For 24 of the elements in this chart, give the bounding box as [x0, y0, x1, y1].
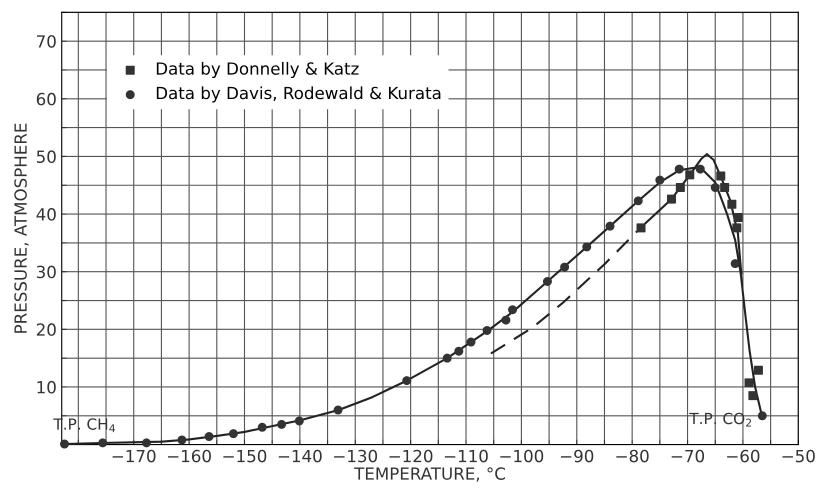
y-tick-label: 50 — [36, 150, 56, 163]
x-tick-label: −110 — [444, 450, 488, 462]
x-tick-label: −70 — [672, 450, 704, 462]
y-tick-label: 30 — [36, 266, 56, 278]
x-tick-label: −170 — [112, 450, 156, 462]
legend-label: Data by Davis, Rodewald & Kurata — [156, 86, 440, 103]
x-tick-label: −90 — [560, 450, 594, 462]
x-tick-label: −80 — [616, 450, 649, 462]
y-tick-label: 70 — [37, 35, 56, 48]
x-tick-label: −120 — [390, 450, 432, 462]
x-axis-title: TEMPERATURE, °C — [354, 467, 505, 482]
x-tick-label: −160 — [168, 450, 211, 462]
y-tick-label: 60 — [36, 92, 56, 106]
x-tick-label: −50 — [782, 450, 815, 462]
x-tick-label: −130 — [334, 450, 378, 462]
y-tick-label: 10 — [37, 380, 56, 394]
y-axis-title: PRESSURE, ATMOSPHERE — [14, 124, 29, 333]
y-tick-label: 20 — [36, 323, 56, 336]
x-tick-label: −100 — [500, 450, 544, 462]
x-tick-label: −150 — [223, 450, 266, 462]
y-tick-label: 40 — [36, 208, 56, 221]
x-tick-label: −140 — [278, 450, 322, 462]
legend-label: Data by Donnelly & Katz — [156, 62, 359, 78]
x-tick-label: −60 — [727, 450, 760, 462]
